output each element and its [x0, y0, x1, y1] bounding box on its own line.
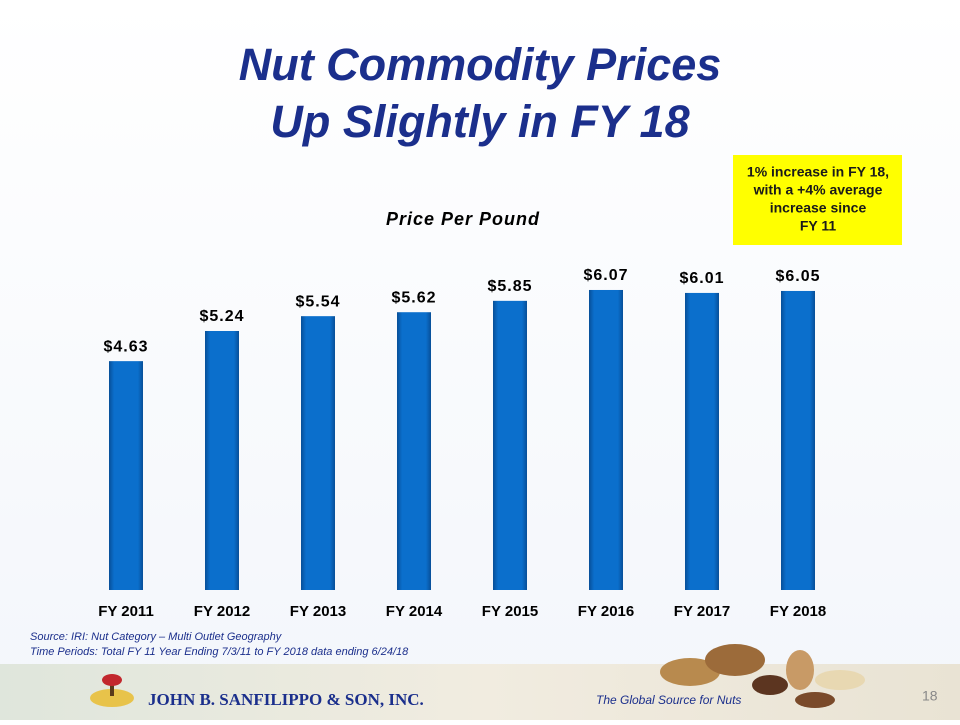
value-label: $5.54: [295, 293, 340, 310]
value-label: $5.24: [199, 308, 244, 325]
annotation-line: FY 11: [800, 218, 837, 234]
value-label: $5.62: [391, 289, 436, 306]
x-tick-label: FY 2015: [482, 603, 538, 620]
x-tick-label: FY 2016: [578, 603, 634, 620]
slide-title: Up Slightly in FY 18: [270, 96, 689, 147]
value-label: $6.01: [679, 270, 724, 287]
x-tick-label: FY 2017: [674, 603, 730, 620]
bar: [397, 312, 431, 590]
x-tick-label: FY 2018: [770, 603, 826, 620]
bar: [685, 292, 719, 590]
tagline: The Global Source for Nuts: [596, 693, 741, 707]
chart-title: Price Per Pound: [386, 209, 540, 229]
annotation-line: increase since: [770, 200, 867, 216]
source: Source: IRI: Nut Category – Multi Outlet…: [30, 631, 283, 643]
bar: [301, 316, 335, 590]
value-label: $6.07: [583, 267, 628, 284]
bar: [781, 290, 815, 590]
bar: [205, 330, 239, 590]
source: Time Periods: Total FY 11 Year Ending 7/…: [30, 646, 409, 658]
slide-title: Nut Commodity Prices: [239, 39, 722, 90]
plot: FY 2011 $4.63 FY 2012 $5.24 FY 2013 $5.54 FY 2…: [98, 267, 826, 620]
value-label: $4.63: [103, 338, 148, 355]
value-label: $5.85: [487, 278, 532, 295]
annotation-line: with a +4% average: [753, 182, 883, 198]
x-tick-label: FY 2013: [290, 603, 346, 620]
annotation: 1% increase in FY 18, with a +4% average i…: [747, 164, 889, 234]
nuts-image: [660, 644, 865, 708]
bar: [109, 361, 143, 590]
value-label: $6.05: [775, 268, 820, 285]
logo: [90, 674, 134, 707]
bar: [493, 300, 527, 590]
annotation-box: [733, 155, 902, 245]
x-tick-label: FY 2014: [386, 603, 443, 620]
footer-band: [0, 664, 960, 720]
x-tick-label: FY 2012: [194, 603, 250, 620]
page-number: 18: [922, 688, 938, 704]
company-name: JOHN B. SANFILIPPO & SON, INC.: [148, 690, 424, 709]
x-tick-label: FY 2011: [98, 603, 154, 620]
annotation-line: 1% increase in FY 18,: [747, 164, 889, 180]
bar: [589, 289, 623, 590]
